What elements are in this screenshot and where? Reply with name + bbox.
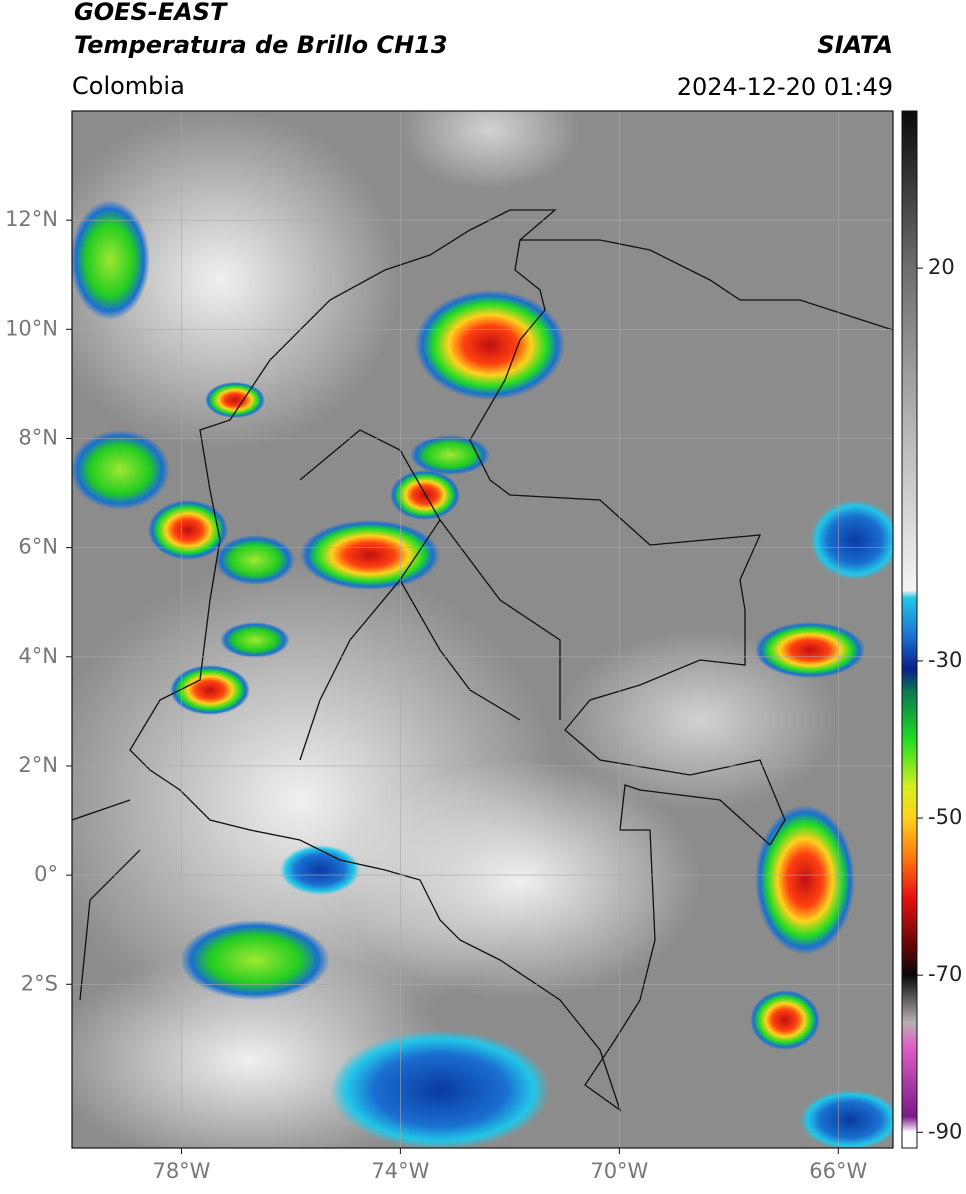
map-frame <box>71 110 894 1149</box>
country-border <box>520 239 893 331</box>
x-tick-label: 66°W <box>809 1159 867 1183</box>
storm <box>280 845 360 895</box>
region: Colombia <box>72 72 185 100</box>
y-tick-label: 4°N <box>18 644 58 668</box>
y-tick-label: 6°N <box>18 535 58 559</box>
colorbar <box>901 110 918 1149</box>
labels: 78°W 74°W 70°W 66°W 12°N 10°N 8°N 6°N 4°N 2°N 0° 2°… <box>5 207 962 1183</box>
y-tick-label: 0° <box>34 862 58 886</box>
y-tick-label: 10°N <box>5 316 58 340</box>
colorbar-tick-label: -50 <box>928 805 962 829</box>
borders <box>72 209 893 1112</box>
y-tick-label: 2°S <box>21 971 58 995</box>
cloud <box>400 111 580 190</box>
storm <box>180 920 330 1000</box>
x-tick-label: 78°W <box>152 1159 210 1183</box>
storm <box>755 622 865 678</box>
cloud <box>72 111 400 450</box>
storm <box>755 805 855 955</box>
storm <box>300 520 440 590</box>
y-tick-label: 8°N <box>18 425 58 449</box>
cloud <box>340 760 700 1000</box>
y-tick-label: 12°N <box>5 207 58 231</box>
storm <box>810 500 893 580</box>
storm <box>72 200 150 320</box>
y-tick-label: 2°N <box>18 753 58 777</box>
storm <box>750 990 820 1050</box>
timestamp: 2024-12-20 01:49 <box>677 73 893 101</box>
storm <box>220 622 290 658</box>
storm <box>170 665 250 715</box>
storm <box>72 430 170 510</box>
storm <box>800 1090 893 1148</box>
country-border <box>72 799 141 1001</box>
storm <box>148 500 228 560</box>
map-image <box>72 111 893 1148</box>
x-tick-label: 70°W <box>590 1159 648 1183</box>
colorbar-tick-label: -30 <box>928 648 962 672</box>
storm <box>215 535 295 585</box>
storm <box>410 435 490 475</box>
colorbar-tick-label: 20 <box>928 255 955 279</box>
department-border <box>299 429 561 761</box>
country-border <box>129 209 786 1112</box>
subtitle: Temperatura de Brillo CH13 <box>74 31 448 59</box>
storm <box>415 290 565 400</box>
storm <box>330 1030 550 1148</box>
title: GOES-EAST <box>74 0 228 26</box>
colorbar-tick-label: -90 <box>928 1119 962 1143</box>
x-tick-label: 74°W <box>371 1159 429 1183</box>
source: SIATA <box>817 31 893 59</box>
grid <box>72 111 893 1148</box>
colorbar-tick-label: -70 <box>928 962 962 986</box>
